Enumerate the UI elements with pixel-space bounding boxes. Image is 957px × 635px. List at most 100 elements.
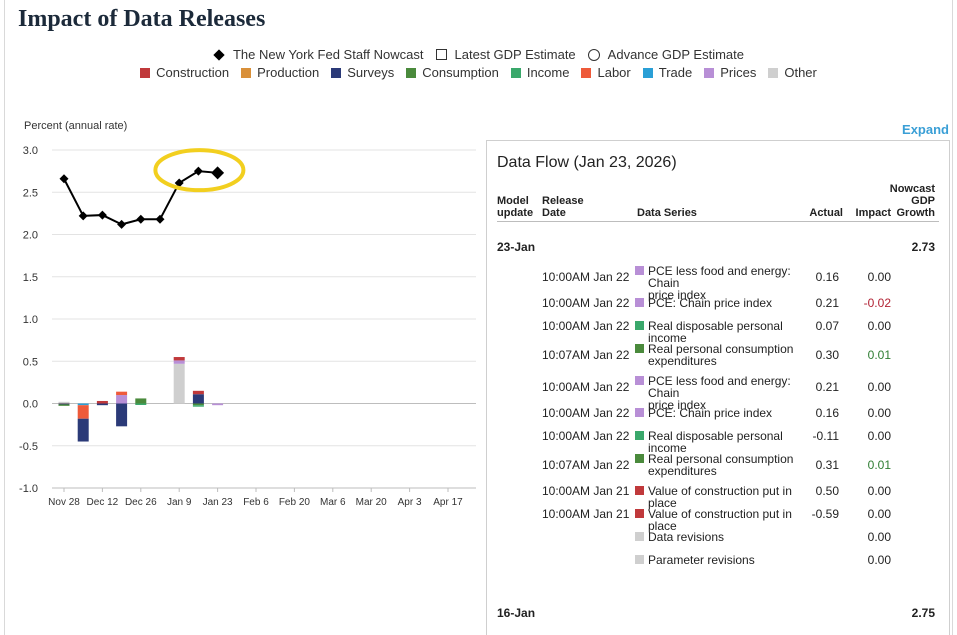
data-series-cell[interactable]: Real personal consumption expenditures [635, 343, 815, 367]
category-swatch [635, 555, 644, 564]
data-series-cell[interactable]: Value of construction put in place [635, 485, 815, 509]
nowcast-point[interactable] [174, 178, 184, 188]
legend-category-other[interactable]: Other [768, 65, 817, 80]
impact-bar-segment-construction[interactable] [192, 390, 204, 395]
data-series-cell[interactable]: Parameter revisions [635, 554, 815, 566]
legend-category-trade[interactable]: Trade [642, 65, 692, 80]
impact-value: 0.00 [867, 380, 891, 394]
impact-value: 0.00 [867, 429, 891, 443]
actual-value: -0.11 [812, 429, 839, 443]
impact-bar-segment-construction[interactable] [96, 400, 108, 404]
data-series-label: Real personal consumption expenditures [648, 452, 794, 478]
impact-bar-segment-prices[interactable] [173, 360, 185, 364]
x-tick-label: Mar 20 [356, 497, 388, 508]
legend-swatch [704, 67, 715, 78]
actual-value: 0.21 [815, 380, 839, 394]
release-date: 10:00AM Jan 21 [542, 507, 630, 521]
impact-bar-segment-other[interactable] [173, 363, 185, 404]
impact-bar-segment-surveys[interactable] [58, 403, 70, 406]
y-tick-label: 2.0 [23, 230, 38, 242]
impact-bar-segment-surveys[interactable] [77, 418, 89, 442]
release-date: 10:00AM Jan 22 [542, 406, 630, 420]
x-tick-label: Jan 9 [167, 497, 192, 508]
nowcast-point[interactable] [59, 174, 69, 184]
circle-icon [587, 48, 600, 61]
impact-bar-segment-production[interactable] [58, 402, 70, 405]
y-tick-label: 2.5 [23, 187, 38, 199]
y-tick-label: 0.0 [23, 399, 38, 411]
impact-value: 0.00 [867, 406, 891, 420]
legend-category-label: Prices [720, 65, 757, 80]
y-tick-label: -0.5 [19, 441, 38, 453]
impact-bar-segment-construction[interactable] [173, 357, 185, 361]
impact-bar-segment-income[interactable] [192, 405, 204, 407]
legend-category-prices[interactable]: Prices [704, 65, 756, 80]
data-series-cell[interactable]: Value of construction put in place [635, 508, 815, 532]
data-series-cell[interactable]: Real personal consumption expenditures [635, 453, 815, 477]
impact-value: 0.01 [867, 348, 891, 362]
data-series-cell[interactable]: PCE less food and energy: Chain price ind… [635, 265, 815, 301]
category-swatch [635, 266, 644, 275]
impact-bar-segment-income[interactable] [135, 403, 147, 406]
nowcast-point[interactable] [136, 214, 146, 224]
release-date: 10:00AM Jan 21 [542, 484, 630, 498]
legend-categories: Construction Production Surveys Consumption… [0, 65, 957, 80]
legend-marker-diamond[interactable]: The New York Fed Staff Nowcast [213, 47, 424, 62]
legend-category-labor[interactable]: Labor [581, 65, 631, 80]
x-tick-label: Dec 26 [125, 497, 157, 508]
x-tick-label: Jan 23 [203, 497, 233, 508]
nowcast-point[interactable] [78, 211, 88, 221]
y-tick-label: 0.5 [23, 356, 38, 368]
legend-category-label: Production [257, 65, 320, 80]
release-date: 10:00AM Jan 22 [542, 429, 630, 443]
nowcast-point[interactable] [97, 210, 107, 220]
y-axis-label: Percent (annual rate) [24, 120, 128, 132]
data-series-cell[interactable]: Data revisions [635, 531, 815, 543]
legend-category-income[interactable]: Income [510, 65, 569, 80]
impact-bar-segment-surveys[interactable] [96, 403, 108, 406]
page-title: Impact of Data Releases [18, 6, 266, 32]
legend-category-surveys[interactable]: Surveys [331, 65, 394, 80]
actual-value: 0.21 [815, 296, 839, 310]
impact-bar-segment-labor[interactable] [77, 405, 89, 419]
data-series-cell[interactable]: Real disposable personal income [635, 430, 815, 454]
nowcast-point[interactable] [155, 214, 165, 224]
impact-bar-segment-trade[interactable] [77, 403, 89, 406]
legend-swatch [510, 67, 521, 78]
legend-marker-square[interactable]: Latest GDP Estimate [435, 47, 576, 62]
legend-marker-circle[interactable]: Advance GDP Estimate [587, 47, 744, 62]
impact-bar-segment-other[interactable] [58, 401, 70, 404]
legend-category-consumption[interactable]: Consumption [406, 65, 499, 80]
actual-value: 0.16 [815, 270, 839, 284]
data-series-label: PCE: Chain price index [648, 406, 773, 420]
data-series-cell[interactable]: PCE: Chain price index [635, 407, 815, 419]
x-tick-label: Mar 6 [320, 497, 346, 508]
data-series-cell[interactable]: PCE: Chain price index [635, 297, 815, 309]
impact-bar-segment-surveys[interactable] [116, 403, 128, 427]
header-actual: Actual [809, 207, 843, 219]
nowcast-point[interactable] [211, 166, 225, 180]
actual-value: 0.16 [815, 406, 839, 420]
impact-bar-segment-prices[interactable] [212, 403, 224, 406]
impact-bar-segment-consumption[interactable] [58, 404, 70, 406]
expand-link[interactable]: Expand [902, 122, 949, 137]
legend-marker-label: Latest GDP Estimate [454, 47, 576, 62]
data-series-cell[interactable]: PCE less food and energy: Chain price ind… [635, 375, 815, 411]
x-tick-label: Dec 12 [87, 497, 119, 508]
category-swatch [635, 509, 644, 518]
legend-category-production[interactable]: Production [241, 65, 319, 80]
impact-bar-segment-surveys[interactable] [192, 394, 204, 404]
impact-bar-segment-consumption[interactable] [192, 403, 204, 406]
data-series-label: Real personal consumption expenditures [648, 342, 794, 368]
square-icon [435, 49, 447, 60]
release-date: 10:00AM Jan 22 [542, 296, 630, 310]
data-series-cell[interactable]: Real disposable personal income [635, 320, 815, 344]
nowcast-point[interactable] [193, 166, 203, 176]
category-swatch [635, 431, 644, 440]
legend-category-construction[interactable]: Construction [140, 65, 229, 80]
impact-bar-segment-consumption[interactable] [135, 398, 147, 404]
impact-bar-segment-prices[interactable] [116, 395, 128, 404]
impact-bar-segment-labor[interactable] [116, 391, 128, 396]
nowcast-value: 2.73 [911, 240, 935, 254]
nowcast-point[interactable] [117, 219, 127, 229]
